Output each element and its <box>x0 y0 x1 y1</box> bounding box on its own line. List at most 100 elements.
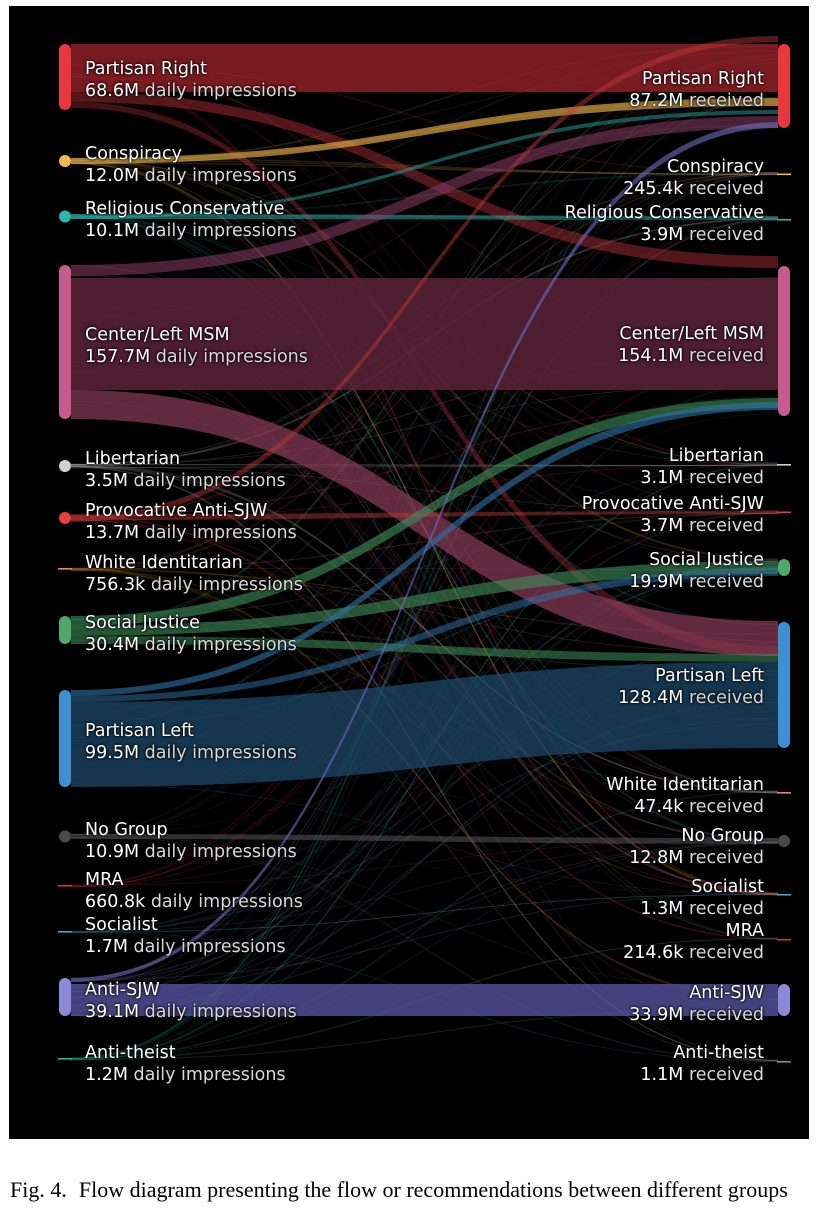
left-label-libertarian: Libertarian 3.5M daily impressions <box>85 449 286 491</box>
cross-link <box>70 834 779 1062</box>
right-label-religious-conservative: Religious Conservative 3.9M received <box>564 203 764 245</box>
right-label-social-justice: Social Justice 19.9M received <box>629 550 764 592</box>
left-node-tick <box>58 1058 72 1060</box>
left-node-tick <box>58 885 72 887</box>
cross-link <box>70 73 779 895</box>
left-node-dot <box>59 155 71 167</box>
left-label-white-identitarian: White Identitarian 756.3k daily impressio… <box>85 553 303 595</box>
right-label-center-left-msm: Center/Left MSM 154.1M received <box>618 324 764 366</box>
flow-center-left-to-partisan-right <box>71 116 778 276</box>
flow-partisan-right-self <box>71 44 778 92</box>
cross-link <box>70 465 779 793</box>
right-node-bar <box>778 559 790 576</box>
left-label-mra: MRA 660.8k daily impressions <box>85 870 303 912</box>
cross-link <box>70 560 779 982</box>
cross-link <box>70 361 779 895</box>
flow-partisan-left-self <box>71 662 778 787</box>
left-label-anti-sjw: Anti-SJW 39.1M daily impressions <box>85 980 297 1022</box>
cross-link <box>70 569 779 1000</box>
right-node-bar <box>778 984 790 1016</box>
left-label-socialist: Socialist 1.7M daily impressions <box>85 915 286 957</box>
right-node-tick <box>777 939 791 941</box>
flow-religious-conservative-to-partisan-right <box>71 110 778 219</box>
flow-center-left-msm-self <box>71 278 778 390</box>
right-node-tick <box>777 464 791 466</box>
flow-diagram: Partisan Right 68.6M daily impressions Co… <box>9 6 809 1139</box>
cross-link <box>70 463 779 793</box>
right-node-tick <box>777 792 791 794</box>
cross-link <box>70 841 779 932</box>
cross-link <box>70 464 779 469</box>
left-node-tick <box>58 568 72 570</box>
cross-link <box>70 515 779 793</box>
left-node-dot <box>59 210 71 223</box>
cross-link <box>70 413 779 836</box>
cross-link <box>70 360 779 888</box>
cross-link <box>70 463 779 467</box>
cross-link <box>70 836 779 1062</box>
cross-link <box>70 76 779 894</box>
left-label-conspiracy: Conspiracy 12.0M daily impressions <box>85 144 297 186</box>
right-label-mra: MRA 214.6k received <box>623 921 764 963</box>
right-label-partisan-right: Partisan Right 87.2M received <box>629 69 764 111</box>
right-label-no-group: No Group 12.8M received <box>629 826 764 868</box>
cross-link <box>70 790 779 1060</box>
right-node-bar <box>778 266 790 416</box>
cross-link <box>70 894 779 933</box>
right-node-tick <box>777 1061 791 1063</box>
right-node-bar <box>778 44 790 128</box>
cross-link <box>70 53 779 836</box>
left-label-partisan-right: Partisan Right 68.6M daily impressions <box>85 59 297 101</box>
left-node-bar <box>59 690 71 787</box>
cross-link <box>70 365 779 894</box>
figure-number: Fig. 4. <box>10 1177 67 1202</box>
right-label-conspiracy: Conspiracy 245.4k received <box>623 157 764 199</box>
flow-social-justice-self <box>71 561 778 636</box>
flow-religious-conservative-self <box>71 214 778 220</box>
left-label-social-justice: Social Justice 30.4M daily impressions <box>85 613 297 655</box>
right-label-libertarian: Libertarian 3.1M received <box>640 446 764 488</box>
flow-partisan-right-to-center-left <box>71 92 778 268</box>
left-node-dot <box>59 830 71 843</box>
left-label-provocative-anti-sjw: Provocative Anti-SJW 13.7M daily impressi… <box>85 501 297 543</box>
flow-anti-sjw-to-partisan-right <box>71 122 778 982</box>
right-node-tick <box>777 219 791 221</box>
left-label-partisan-left: Partisan Left 99.5M daily impressions <box>85 721 297 763</box>
flow-provocative-anti-sjw-to-partisan-right <box>71 36 778 522</box>
left-node-bar <box>59 616 71 644</box>
right-node-dot <box>778 835 790 847</box>
left-label-religious-conservative: Religious Conservative 10.1M daily impres… <box>85 199 297 241</box>
left-node-bar <box>59 978 71 1016</box>
cross-link <box>70 214 779 626</box>
flow-partisan-left-to-social-justice <box>71 568 778 702</box>
right-label-socialist: Socialist 1.3M received <box>640 877 764 919</box>
cross-link <box>70 464 779 467</box>
cross-link <box>70 214 779 793</box>
cross-link <box>70 464 779 794</box>
cross-link <box>70 567 779 1001</box>
flow-partisan-left-to-center-left <box>71 402 778 696</box>
cross-link <box>70 841 779 993</box>
right-label-provocative-anti-sjw: Provocative Anti-SJW 3.7M received <box>581 494 764 536</box>
flow-anti-sjw-self <box>71 984 778 1016</box>
left-node-bar <box>59 265 71 419</box>
right-node-tick <box>777 173 791 176</box>
left-label-center-left-msm: Center/Left MSM 157.7M daily impressions <box>85 325 308 367</box>
cross-link <box>70 519 779 841</box>
left-node-bar <box>59 44 71 110</box>
caption-text: Flow diagram presenting the flow or reco… <box>78 1177 788 1202</box>
sankey-canvas <box>58 36 791 1063</box>
cross-link <box>70 513 779 571</box>
left-node-dot <box>59 512 71 524</box>
flow-social-justice-to-partisan-left <box>71 636 778 662</box>
cross-link <box>70 893 779 933</box>
cross-link <box>70 642 779 982</box>
cross-link <box>70 568 779 988</box>
cross-link <box>70 568 779 1061</box>
right-label-anti-sjw: Anti-SJW 33.9M received <box>629 983 764 1025</box>
flow-social-justice-to-center-left <box>71 398 778 626</box>
right-label-partisan-left: Partisan Left 128.4M received <box>618 666 764 708</box>
left-node-tick <box>58 931 72 933</box>
right-label-white-identitarian: White Identitarian 47.4k received <box>606 775 764 817</box>
right-node-tick <box>777 894 791 896</box>
